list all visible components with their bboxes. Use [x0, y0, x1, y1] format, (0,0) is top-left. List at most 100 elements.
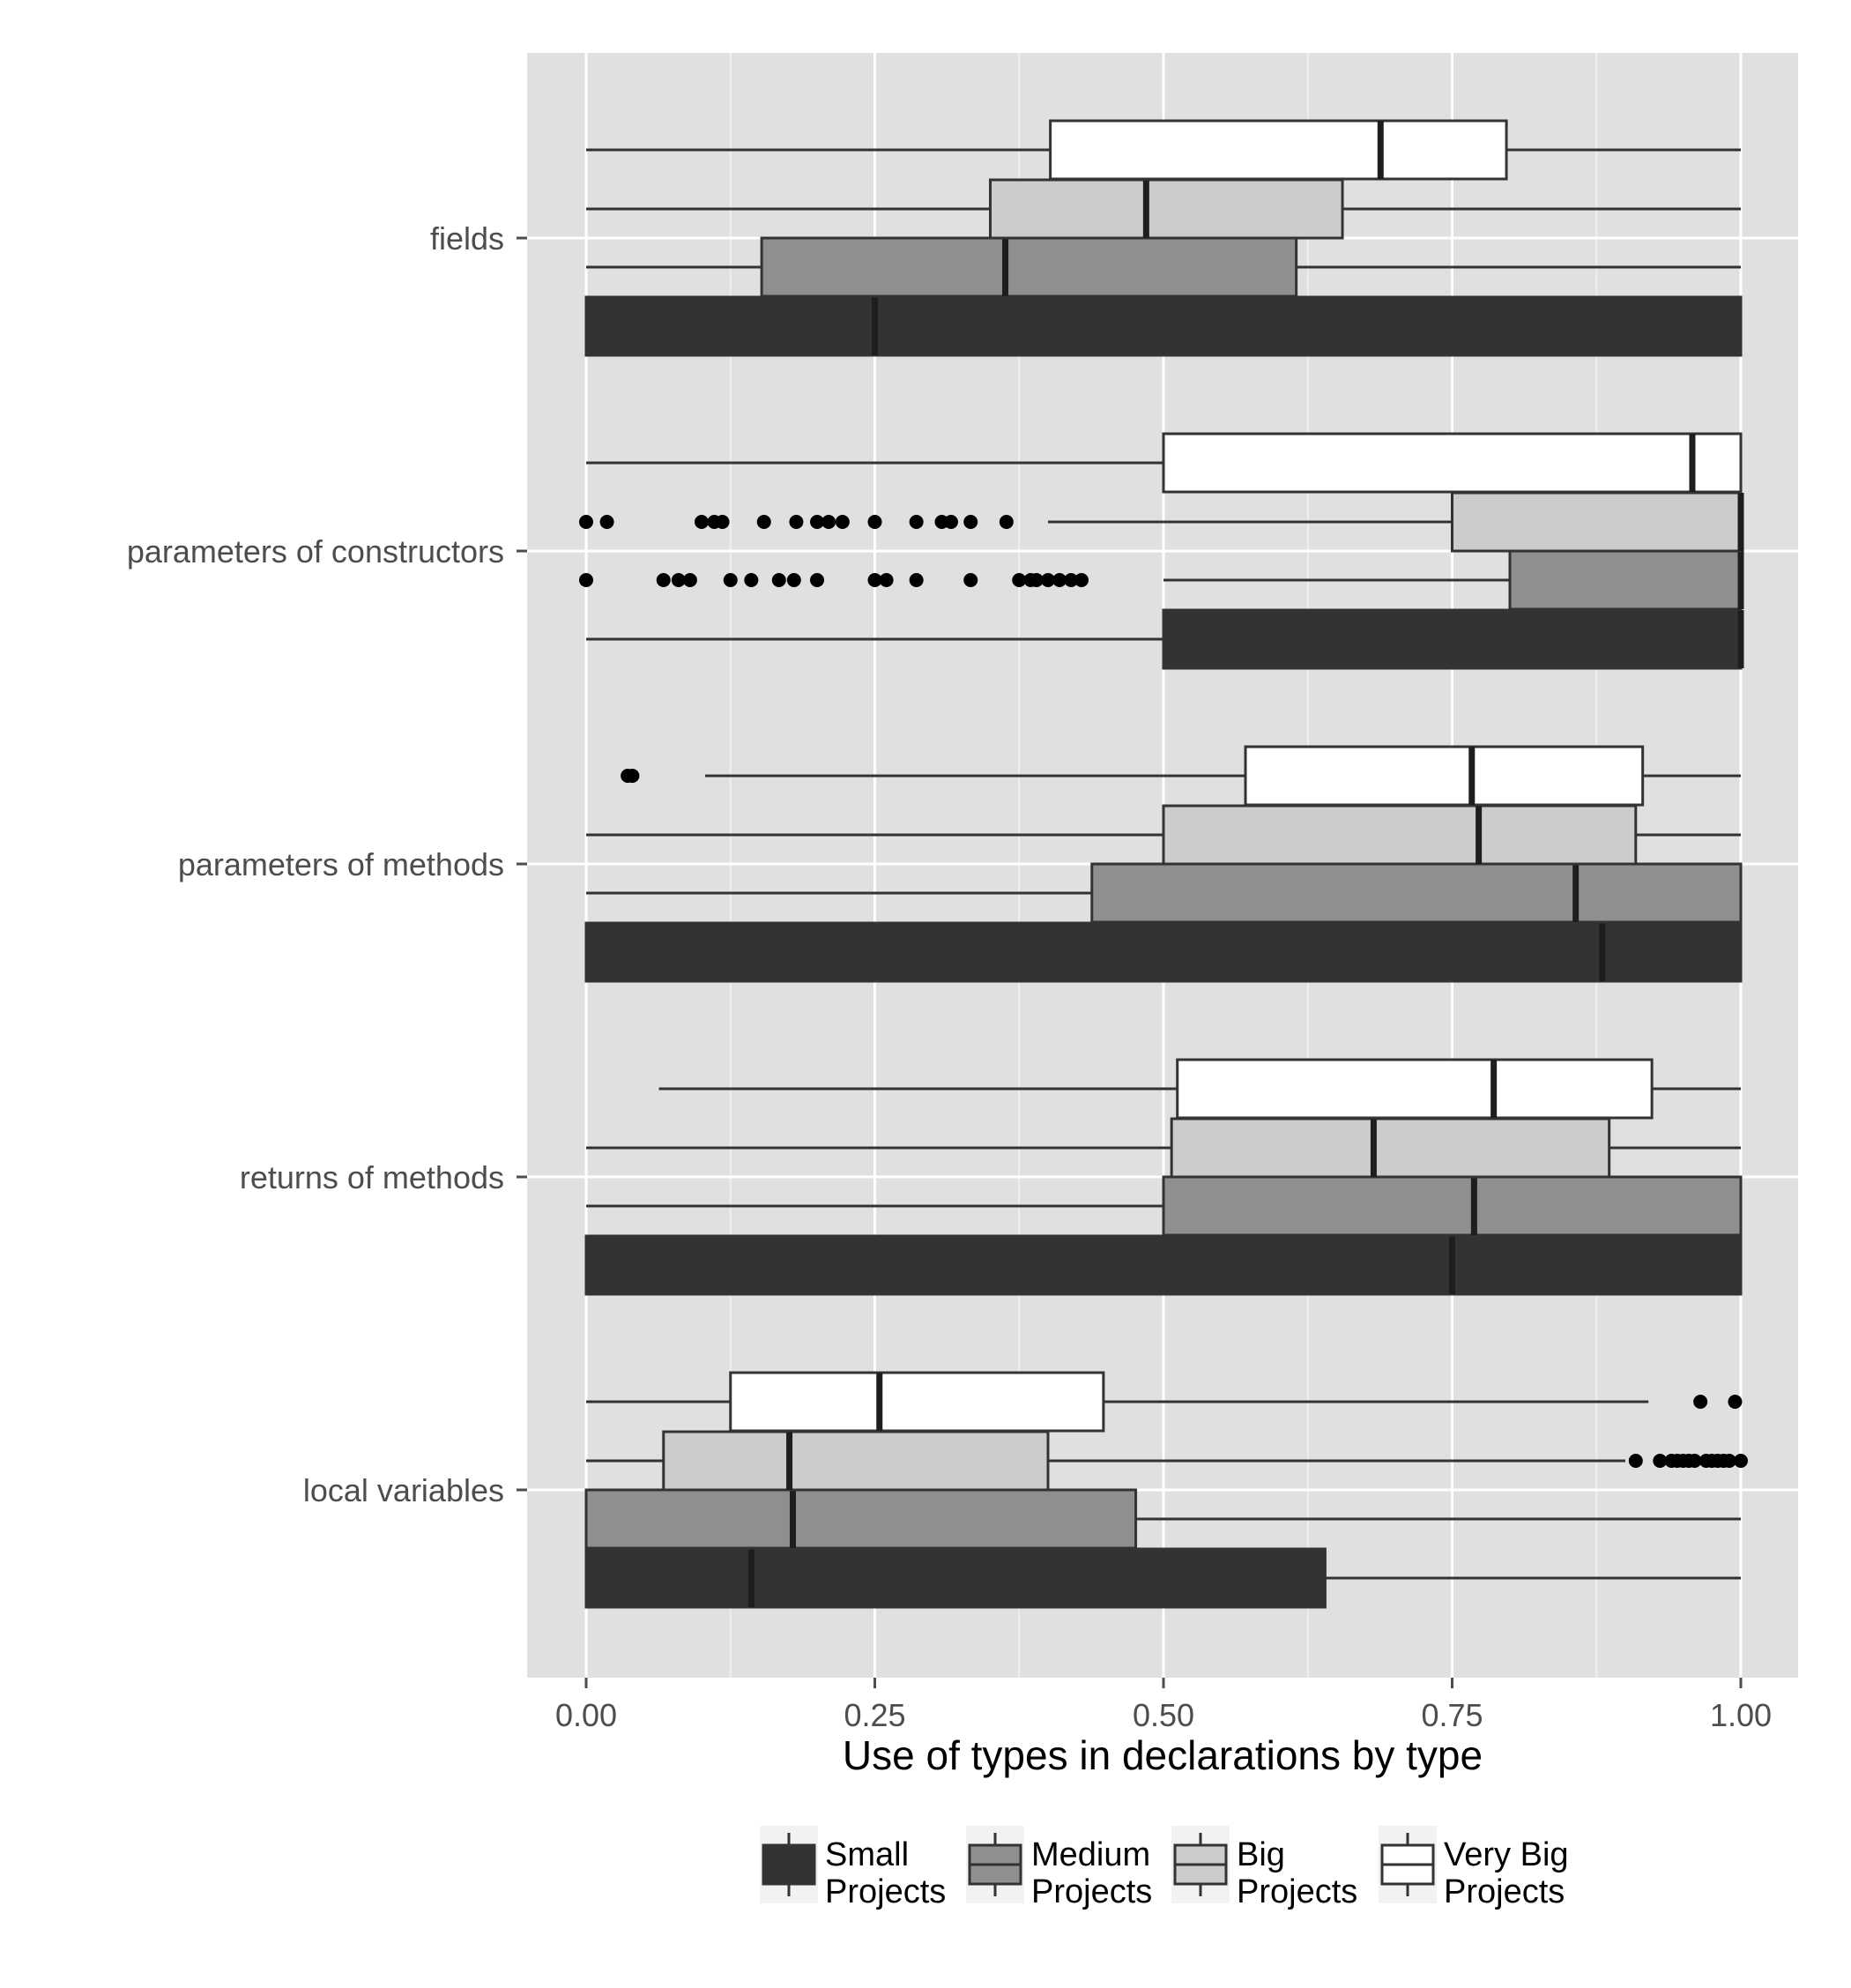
iqr-box	[1162, 432, 1743, 494]
x-tick-label: 0.50	[1133, 1697, 1194, 1733]
series-medium-projects	[579, 236, 1744, 1550]
outlier-point	[682, 573, 697, 587]
iqr-box	[584, 1547, 1327, 1609]
outlier-point	[656, 573, 671, 587]
iqr-box	[760, 236, 1298, 298]
iqr-box	[1451, 491, 1743, 553]
outlier-point	[723, 573, 738, 587]
outlier-point	[963, 573, 978, 587]
box-group	[586, 804, 1741, 866]
outlier-point	[1721, 1454, 1736, 1468]
outlier-point	[879, 573, 894, 587]
box-group	[586, 1371, 1743, 1433]
outlier-point	[867, 573, 882, 587]
x-tick-label: 0.25	[844, 1697, 905, 1733]
iqr-box	[662, 1430, 1050, 1492]
box-group	[658, 1058, 1741, 1120]
legend-label: Medium	[1031, 1836, 1150, 1873]
outlier-point	[1074, 573, 1089, 587]
y-tick-label: parameters of methods	[178, 846, 504, 882]
outlier-point	[671, 573, 686, 587]
outlier-point	[1734, 1454, 1748, 1468]
iqr-box	[584, 1234, 1743, 1296]
outlier-point	[867, 515, 882, 529]
box-group	[586, 236, 1741, 298]
box-group	[584, 1234, 1743, 1296]
outlier-point	[999, 515, 1014, 529]
iqr-box	[1176, 1058, 1654, 1120]
outlier-point	[810, 573, 824, 587]
x-tick-label: 1.00	[1710, 1697, 1772, 1733]
outlier-point	[1012, 573, 1027, 587]
legend-label: Projects	[825, 1873, 946, 1910]
box-group	[586, 608, 1744, 670]
box-group	[586, 432, 1743, 494]
outlier-point	[695, 515, 709, 529]
outlier-point	[1041, 573, 1055, 587]
iqr-box	[1162, 608, 1743, 670]
outlier-point	[835, 515, 850, 529]
x-tick-label: 0.00	[555, 1697, 617, 1733]
legend-label: Projects	[1444, 1873, 1565, 1910]
outlier-point	[909, 573, 924, 587]
legend: SmallProjectsMediumProjectsBigProjectsVe…	[760, 1826, 1569, 1910]
iqr-box	[584, 295, 1743, 357]
outlier-point	[599, 515, 614, 529]
y-tick-label: fields	[430, 220, 504, 257]
y-tick-label: returns of methods	[240, 1159, 504, 1195]
outlier-point	[943, 515, 958, 529]
box-group	[586, 1430, 1748, 1492]
iqr-box	[1162, 1175, 1743, 1237]
series-small-projects	[584, 295, 1744, 1609]
iqr-box	[1508, 549, 1743, 611]
legend-label: Small	[825, 1836, 909, 1873]
x-tick-label: 0.75	[1421, 1697, 1483, 1733]
outlier-point	[715, 515, 730, 529]
legend-label: Projects	[1237, 1873, 1357, 1910]
legend-label: Very Big	[1444, 1836, 1569, 1873]
outlier-point	[789, 515, 804, 529]
outlier-point	[1064, 573, 1079, 587]
box-group	[579, 549, 1744, 611]
iqr-box	[729, 1371, 1105, 1433]
box-group	[584, 921, 1743, 983]
iqr-box	[1244, 745, 1645, 807]
legend-label: Projects	[1031, 1873, 1152, 1910]
outlier-point	[579, 573, 593, 587]
iqr-box	[1090, 862, 1743, 924]
outlier-point	[821, 515, 836, 529]
y-tick-label: local variables	[303, 1472, 504, 1508]
iqr-box	[1162, 804, 1638, 866]
outlier-point	[1653, 1454, 1668, 1468]
iqr-box	[584, 921, 1743, 983]
iqr-box	[1170, 1117, 1611, 1179]
y-tick-label: parameters of constructors	[127, 533, 504, 570]
box-group	[584, 1488, 1741, 1550]
outlier-point	[1687, 1454, 1702, 1468]
outlier-point	[810, 515, 824, 529]
outlier-point	[1029, 573, 1044, 587]
box-group	[579, 491, 1744, 553]
outlier-point	[1728, 1395, 1743, 1409]
box-series	[579, 119, 1748, 1609]
box-group	[586, 1175, 1743, 1237]
iqr-box	[584, 1488, 1138, 1550]
series-big-projects	[579, 178, 1748, 1492]
series-very-big-projects	[586, 119, 1743, 1433]
x-axis-title: Use of types in declarations by type	[843, 1732, 1483, 1778]
outlier-point	[1693, 1395, 1708, 1409]
outlier-point	[909, 515, 924, 529]
outlier-point	[579, 515, 593, 529]
outlier-point	[786, 573, 801, 587]
outlier-point	[771, 573, 786, 587]
box-group	[586, 119, 1741, 181]
iqr-box	[989, 178, 1344, 240]
box-group	[586, 862, 1743, 924]
box-group	[584, 295, 1743, 357]
box-group	[621, 745, 1741, 807]
iqr-box	[1049, 119, 1508, 181]
